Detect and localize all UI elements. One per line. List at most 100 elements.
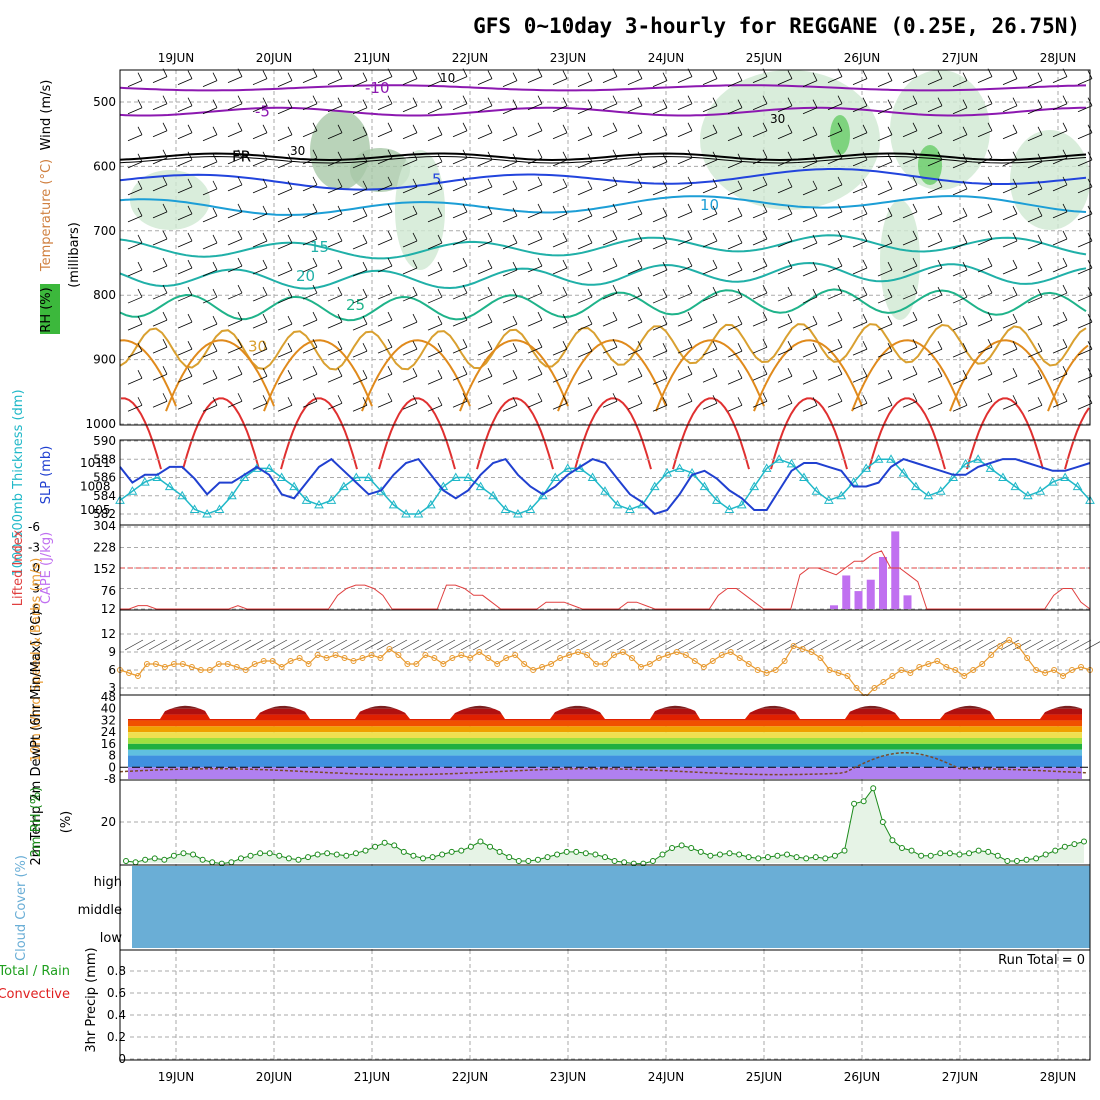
wind10-marker	[1033, 667, 1040, 673]
wind-barb	[927, 240, 943, 248]
wind10-barb	[364, 639, 384, 651]
wind-barb-flag	[962, 126, 968, 135]
wind-barb-flag	[412, 124, 418, 133]
wind-barb	[927, 402, 943, 410]
wind10-marker	[943, 664, 950, 670]
wind-barb	[277, 269, 293, 277]
wind-barb-flag	[662, 261, 668, 271]
wind-barb-flag	[362, 315, 368, 325]
wind-barb-flag	[287, 261, 293, 271]
y-tick-label-thickness: 584	[93, 489, 116, 503]
wind-barb	[377, 157, 393, 165]
thickness-marker	[202, 508, 212, 518]
wind10-barb	[1072, 639, 1092, 651]
wind-barb-flag	[137, 207, 143, 217]
wind-barb-flag	[312, 311, 318, 321]
wind-barb	[1027, 296, 1043, 304]
wind-barb-flag	[562, 124, 568, 133]
wind10-marker	[799, 646, 806, 652]
wind-barb-flag	[937, 395, 943, 404]
rh2m-marker	[343, 852, 350, 859]
rh2m-marker	[372, 843, 379, 850]
isotherm-line	[119, 288, 1087, 322]
wind-barb-flag	[337, 395, 343, 404]
wind-barb-flag	[312, 257, 318, 267]
thickness-marker	[1035, 486, 1046, 495]
wind-barb-flag	[337, 313, 343, 323]
wind-barb	[602, 211, 618, 219]
wind-barb	[427, 323, 443, 331]
wind-barb	[327, 321, 343, 329]
cloud-level-label: high	[94, 875, 122, 890]
wind-barb-flag	[337, 70, 343, 79]
cloud-level-label: low	[100, 931, 123, 946]
wind-barb	[152, 103, 168, 111]
x-tick-label-bottom: 26JUN	[844, 1070, 881, 1084]
wind-barb	[777, 348, 793, 356]
wind-barb	[452, 319, 468, 327]
wind-barb-flag	[1062, 284, 1068, 294]
wind-barb-flag	[162, 284, 168, 294]
wind-barb	[1002, 186, 1018, 194]
wind-barb	[977, 76, 993, 84]
wind-barb	[802, 80, 818, 88]
wind10-marker	[673, 649, 680, 655]
wind-barb	[327, 240, 343, 248]
y-tick-label-temp2m: 24	[101, 725, 116, 739]
rh2m-marker	[525, 858, 532, 864]
wind-barb	[877, 215, 893, 223]
wind-barb-flag	[212, 288, 218, 298]
wind-barb-flag	[1062, 393, 1068, 402]
wind-barb	[702, 402, 718, 410]
wind-barb	[1002, 321, 1018, 329]
rh2m-marker	[170, 852, 177, 859]
wind-barb	[727, 134, 743, 142]
wind-barb-flag	[537, 230, 543, 240]
y-tick-label-wind: 6	[108, 663, 116, 677]
wind-barb-flag	[412, 313, 418, 323]
wind10-marker	[727, 649, 734, 655]
wind10-marker	[817, 655, 824, 661]
wind-barb-flag	[862, 70, 868, 79]
wind-barb-flag	[612, 149, 618, 159]
wind-barb	[1027, 80, 1043, 88]
wind10-marker	[557, 655, 564, 661]
cape-bar	[830, 605, 838, 609]
wind10-marker	[889, 673, 896, 679]
wind-barb-flag	[862, 368, 868, 377]
wind-barb	[977, 157, 993, 165]
wind10-marker	[602, 661, 608, 667]
wind-barb-flag	[712, 232, 718, 242]
wind10-barb	[160, 639, 180, 651]
wind-barb	[527, 238, 543, 246]
wind10-marker	[260, 658, 267, 664]
wind-barb-flag	[962, 261, 968, 271]
wind10-marker	[961, 673, 968, 679]
wind-barb-flag	[687, 393, 693, 402]
wind-barb	[1027, 242, 1043, 250]
wind-barb-flag	[512, 261, 518, 271]
wind-barb	[427, 269, 443, 277]
wind-barb-flag	[637, 395, 643, 404]
rh2m-marker	[803, 855, 810, 862]
wind-barb-flag	[412, 368, 418, 377]
wind-barb	[477, 105, 493, 113]
wind-barb	[502, 242, 518, 250]
ylabel-rh2m-unit: (%)	[59, 811, 74, 834]
wind-barb	[277, 296, 293, 304]
wind-barb-flag	[162, 203, 168, 213]
wind-barb	[627, 402, 643, 410]
wind-barb-flag	[712, 151, 718, 161]
wind-barb	[277, 215, 293, 223]
wind10-barb	[880, 639, 900, 651]
wind-barb	[402, 132, 418, 140]
wind10-marker	[754, 667, 761, 673]
thickness-marker	[326, 495, 337, 504]
wind-barb	[527, 292, 543, 300]
wind-barb-flag	[887, 370, 893, 379]
wind-barb	[527, 346, 543, 354]
wind-barb-flag	[237, 95, 243, 104]
x-tick-label-bottom: 19JUN	[158, 1070, 195, 1084]
wind-barb	[627, 78, 643, 86]
wind-barb-flag	[587, 315, 593, 325]
